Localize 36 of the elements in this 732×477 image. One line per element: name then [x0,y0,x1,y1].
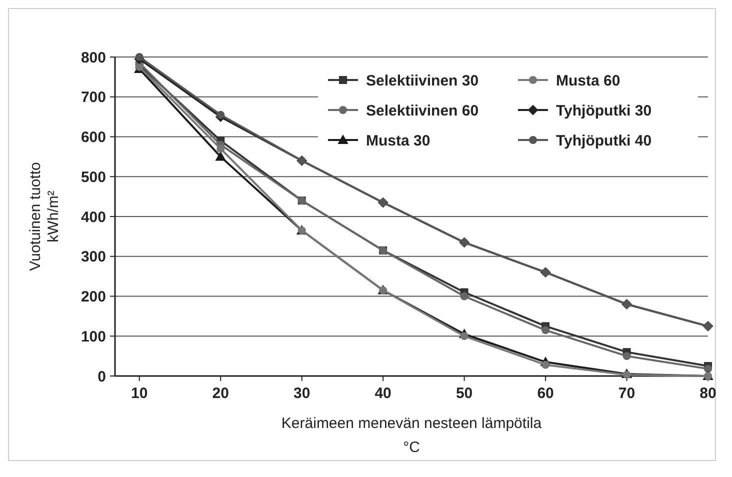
y-tick-label: 700 [80,89,106,106]
x-tick-label: 40 [374,385,392,402]
x-tick-label: 60 [537,385,554,402]
y-tick-label: 200 [80,288,106,306]
point [542,326,550,334]
legend-label: Musta 30 [366,132,430,150]
x-tick-label: 80 [700,385,716,402]
point [216,144,225,153]
point [542,360,550,369]
legend-label: Selektiivinen 60 [366,102,479,120]
point [622,370,631,379]
y-axis-title: Vuotuinen tuotto kWh/m² [27,162,62,271]
legend-label: Selektiivinen 30 [366,72,479,90]
y-tick-label: 800 [80,49,106,66]
x-tick-label: 70 [618,385,636,402]
y-tick-label: 0 [98,368,106,386]
y-tick-label: 400 [80,208,106,226]
x-tick-label: 20 [212,385,229,402]
legend-label: Musta 60 [556,72,620,90]
y-tick-label: 600 [80,129,106,146]
x-tick-label: 30 [293,385,310,402]
point [135,53,144,61]
y-tick-label: 500 [80,168,106,186]
point [622,352,631,360]
x-tick-label: 10 [131,385,148,402]
y-tick-label: 100 [80,328,106,346]
point [216,110,225,119]
legend-label: Tyhjöputki 30 [556,102,652,120]
point [460,292,468,300]
x-tick-label: 50 [456,385,473,402]
y-tick-label: 300 [80,248,106,266]
legend-label: Tyhjöputki 40 [556,132,652,150]
point [460,332,468,340]
x-axis-title: Keräimeen menevän nesteen lämpötila °C [281,415,542,456]
point [216,152,226,161]
point [704,364,712,373]
